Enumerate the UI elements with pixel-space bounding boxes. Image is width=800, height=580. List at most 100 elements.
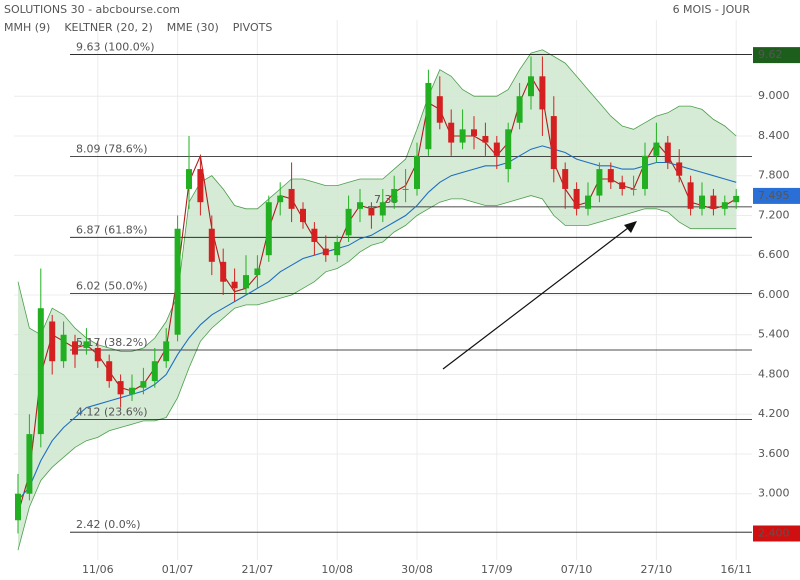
y-tick-label: 5.400 — [758, 328, 790, 341]
y-tick-label: 9.000 — [758, 89, 790, 102]
candle-body — [573, 188, 580, 209]
candle-body — [733, 195, 740, 203]
legend-entry: PIVOTS — [233, 21, 273, 34]
candle-body — [379, 202, 386, 216]
x-tick-label: 01/07 — [162, 563, 194, 576]
candle-body — [653, 142, 660, 156]
candle-body — [208, 228, 215, 262]
arrow-head — [624, 221, 637, 233]
candle-body — [357, 202, 363, 209]
pivot-label: 4.12 (23.6%) — [76, 406, 148, 419]
candle-body — [664, 142, 671, 163]
price-tag — [753, 187, 800, 204]
candle-body — [277, 195, 284, 203]
candle-body — [642, 155, 648, 189]
candle-body — [49, 321, 56, 362]
pivot-label: 2.42 (0.0%) — [76, 518, 141, 531]
candle-body — [676, 162, 683, 176]
y-tick-label: 3.000 — [758, 487, 790, 500]
candle-body — [414, 155, 420, 189]
arrow — [442, 221, 637, 370]
indicator-line — [17, 145, 737, 501]
candle-body — [436, 96, 443, 123]
candle-body — [345, 208, 352, 236]
candle-body — [300, 208, 306, 223]
candle-body — [619, 182, 626, 189]
indicator-line — [17, 75, 737, 514]
price-tag — [753, 525, 800, 542]
candle-body — [471, 129, 477, 136]
x-tick-label: 16/11 — [720, 563, 752, 576]
candle-body — [129, 387, 135, 395]
price-tag-label: 2.400 — [758, 526, 790, 539]
candle-body — [106, 361, 113, 382]
arrow-line — [442, 227, 629, 370]
x-tick-label: 21/07 — [242, 563, 274, 576]
pivot-label: 8.09 (78.6%) — [76, 142, 148, 155]
candle-body — [311, 228, 318, 242]
legend-entry: MME (30) — [167, 21, 219, 34]
y-tick-label: 3.600 — [758, 447, 790, 460]
candle-body — [117, 381, 124, 395]
y-tick-label: 6.000 — [758, 288, 790, 301]
y-tick-label: 8.400 — [758, 129, 790, 142]
y-tick-label: 7.800 — [758, 169, 790, 182]
candle-body — [197, 169, 204, 203]
pivot-label: 5.17 (38.2%) — [76, 336, 148, 349]
keltner-area — [18, 49, 737, 551]
candle-body — [391, 188, 398, 203]
candle-body — [596, 169, 603, 196]
candle-body — [505, 129, 512, 170]
x-tick-label: 10/08 — [321, 563, 353, 576]
candle-body — [402, 188, 409, 190]
candle-body — [448, 122, 455, 143]
candle-body — [37, 308, 44, 435]
candle-body — [220, 261, 227, 282]
candle-body — [516, 96, 523, 123]
candle-body — [140, 381, 147, 388]
keltner-lower — [17, 195, 737, 551]
price-tag-label: 9.62 — [758, 48, 783, 61]
candle-body — [721, 202, 728, 209]
candle-body — [585, 195, 591, 209]
candle-body — [607, 169, 614, 183]
candle-body — [60, 334, 67, 362]
candle-body — [630, 188, 637, 190]
y-tick-label: 6.600 — [758, 248, 790, 261]
candle-body — [493, 142, 500, 156]
candle-body — [186, 169, 192, 189]
candle-body — [687, 182, 694, 209]
candle-body — [26, 434, 33, 494]
candle-body — [94, 347, 101, 362]
candle-body — [322, 248, 329, 256]
candle-body — [163, 341, 170, 362]
candle-body — [265, 202, 272, 256]
x-tick-label: 07/10 — [561, 563, 593, 576]
x-tick-label: 30/08 — [401, 563, 433, 576]
candle-body — [550, 116, 557, 170]
candle-body — [528, 76, 534, 97]
pivot-label: 6.87 (61.8%) — [76, 223, 148, 236]
candle-body — [243, 275, 249, 289]
candle-body — [83, 341, 90, 348]
candle-body — [539, 76, 546, 110]
candle-body — [482, 135, 489, 143]
x-tick-label: 11/06 — [82, 563, 114, 576]
candle-body — [231, 281, 238, 289]
legend-entry: MMH (9) — [4, 21, 50, 34]
price-tag-label: 7.495 — [758, 189, 790, 202]
candle-body — [151, 361, 158, 382]
candle-body — [368, 208, 375, 216]
pivot-label: 6.02 (50.0%) — [76, 280, 148, 293]
y-tick-label: 7.200 — [758, 208, 790, 221]
candle-body — [699, 195, 705, 209]
legend-entry: KELTNER (20, 2) — [64, 21, 152, 34]
x-tick-label: 17/09 — [481, 563, 513, 576]
candle-body — [334, 241, 341, 256]
candle-body — [15, 493, 21, 521]
plot: 3.000 3.600 4.200 4.800 5.400 6.000 6.600 7.200… — [14, 20, 800, 576]
y-tick-label: 4.800 — [758, 367, 790, 380]
candle-body — [562, 169, 569, 189]
price-tag — [753, 47, 800, 64]
